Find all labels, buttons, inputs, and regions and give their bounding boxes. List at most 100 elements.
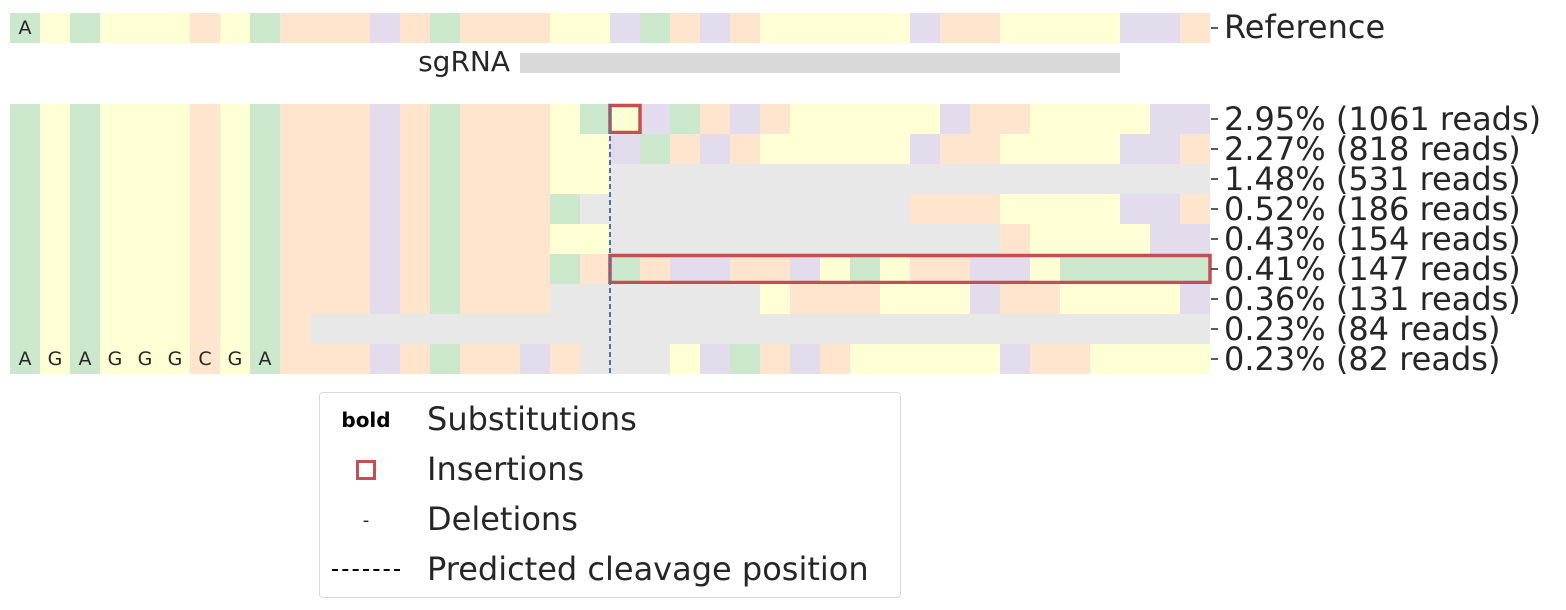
allele-cell [40,314,70,344]
allele-cell [10,254,40,284]
reference-cell [850,13,880,43]
allele-cell [220,194,250,224]
reference-label: Reference [1224,8,1385,46]
allele-cell [1030,194,1060,224]
allele-cell [430,134,460,164]
allele-cell [100,134,130,164]
reference-cell [70,13,100,43]
allele-cell [430,344,460,374]
allele-cell [490,344,520,374]
allele-cell [130,314,160,344]
reference-cell [430,13,460,43]
allele-cell [850,224,880,254]
allele-cell [370,134,400,164]
allele-cell [1150,194,1180,224]
allele-cell [430,284,460,314]
allele-cell [1150,134,1180,164]
allele-cell [1150,254,1180,284]
allele-cell [850,344,880,374]
reference-cell [790,13,820,43]
allele-cell [1090,284,1120,314]
allele-cell [940,344,970,374]
allele-cell [940,104,970,134]
allele-cell [580,224,610,254]
dashed-line-icon [332,569,400,571]
allele-cell [910,224,940,254]
allele-cell [640,314,670,344]
allele-cell [1090,314,1120,344]
allele-cell [340,194,370,224]
reference-cell [610,13,640,43]
allele-cell [130,194,160,224]
allele-cell [670,314,700,344]
allele-cell [850,104,880,134]
allele-cell [730,164,760,194]
allele-cell [910,104,940,134]
allele-cell [220,254,250,284]
allele-cell [700,344,730,374]
reference-cell [820,13,850,43]
allele-cell [280,284,310,314]
reference-cell [760,13,790,43]
allele-cell [10,104,40,134]
allele-cell [1180,134,1210,164]
allele-cell [340,344,370,374]
allele-cell [790,194,820,224]
allele-cell [400,254,430,284]
allele-cell [10,134,40,164]
allele-cell [970,164,1000,194]
allele-letter: G [168,348,183,370]
allele-cell [100,284,130,314]
allele-cell [550,104,580,134]
allele-cell [40,164,70,194]
allele-cell [520,284,550,314]
allele-cell [760,254,790,284]
allele-cell [490,284,520,314]
allele-cell [250,314,280,344]
allele-cell [520,254,550,284]
allele-cell [1000,314,1030,344]
allele-cell [580,104,610,134]
allele-cell [730,194,760,224]
allele-cell [1000,134,1030,164]
allele-cell [580,194,610,224]
allele-cell [550,194,580,224]
reference-cell [370,13,400,43]
allele-cell [1000,344,1030,374]
allele-cell [70,164,100,194]
allele-cell [970,104,1000,134]
allele-cell [430,254,460,284]
allele-cell [850,164,880,194]
allele-cell [580,134,610,164]
allele-cell [400,224,430,254]
row-label: 1.48% (531 reads) [1224,160,1521,198]
legend-label-substitutions: Substitutions [427,400,637,438]
row-label: 0.23% (84 reads) [1224,310,1500,348]
allele-cell [10,164,40,194]
allele-cell [490,164,520,194]
allele-cell [850,134,880,164]
allele-cell [130,344,160,374]
allele-cell [700,164,730,194]
allele-cell [670,164,700,194]
allele-cell [430,104,460,134]
allele-cell [1090,224,1120,254]
allele-cell [640,224,670,254]
allele-cell [310,314,340,344]
allele-cell [550,284,580,314]
allele-cell [790,284,820,314]
allele-cell [1030,344,1060,374]
allele-cell [670,284,700,314]
allele-cell [1000,194,1030,224]
allele-cell [190,224,220,254]
allele-cell [640,284,670,314]
allele-cell [130,284,160,314]
allele-cell [310,344,340,374]
allele-cell [640,134,670,164]
allele-cell [430,224,460,254]
allele-cell [1120,314,1150,344]
allele-cell [550,134,580,164]
allele-cell [160,314,190,344]
allele-cell [1000,164,1030,194]
allele-cell [1030,164,1060,194]
